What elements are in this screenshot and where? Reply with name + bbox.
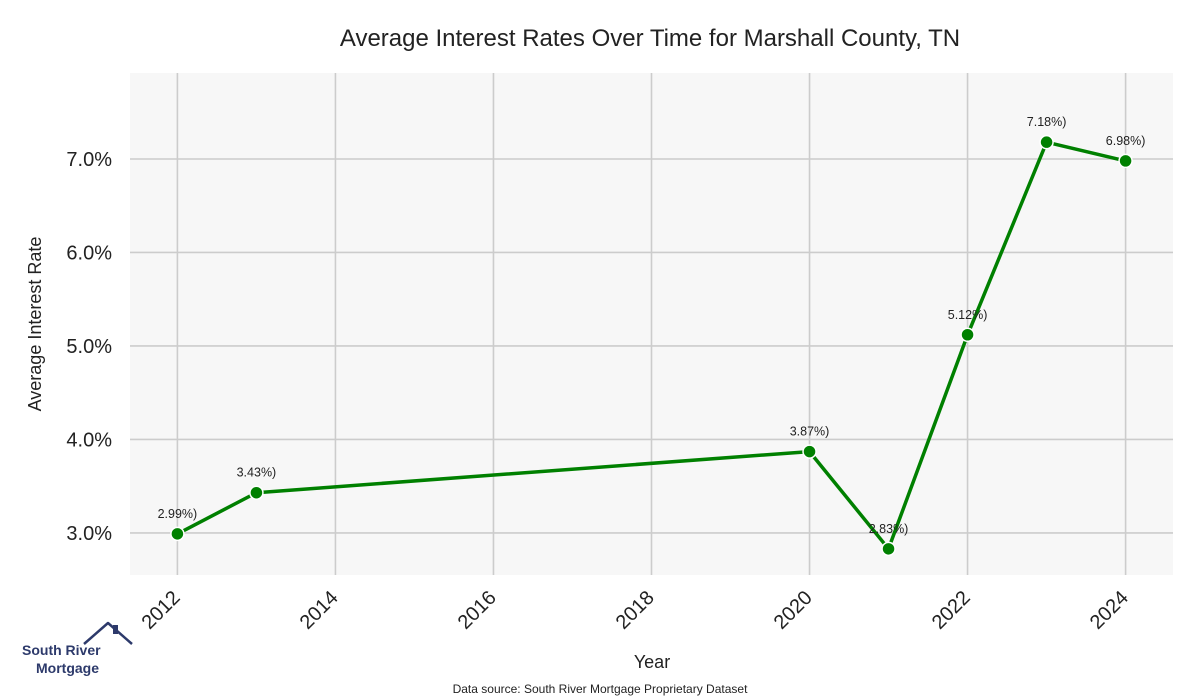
house-icon xyxy=(83,621,133,645)
data-source-note: Data source: South River Mortgage Propri… xyxy=(453,682,748,696)
y-tick-label: 4.0% xyxy=(66,429,112,451)
data-label: 6.98%) xyxy=(1106,134,1146,148)
data-point xyxy=(1118,153,1133,169)
data-point xyxy=(802,444,817,459)
x-tick-label: 2020 xyxy=(770,587,817,634)
x-tick-label: 2018 xyxy=(612,587,659,634)
x-tick-label: 2022 xyxy=(928,587,975,634)
x-tick-label: 2016 xyxy=(454,587,501,634)
data-label: 3.87%) xyxy=(790,425,830,439)
x-tick-label: 2012 xyxy=(138,587,185,634)
data-point xyxy=(1039,134,1054,150)
logo-text-line2: Mortgage xyxy=(36,660,99,676)
y-tick-labels: 3.0% 4.0% 5.0% 6.0% 7.0% xyxy=(66,149,112,545)
y-tick-label: 3.0% xyxy=(66,523,112,545)
y-tick-label: 5.0% xyxy=(66,336,112,358)
data-label: 2.83%) xyxy=(869,522,909,536)
data-label: 7.18%) xyxy=(1027,115,1067,129)
y-tick-label: 6.0% xyxy=(66,242,112,264)
data-label: 2.99%) xyxy=(158,507,198,521)
x-tick-label: 2014 xyxy=(296,587,343,634)
y-axis-label: Average Interest Rate xyxy=(25,237,45,412)
chart-title: Average Interest Rates Over Time for Mar… xyxy=(340,25,960,52)
x-axis-label: Year xyxy=(634,652,670,672)
data-points xyxy=(170,134,1133,557)
data-point xyxy=(249,485,264,500)
x-tick-labels: 2012 2014 2016 2018 2020 2022 2024 xyxy=(138,587,1133,634)
logo-text-line1: South River xyxy=(22,642,101,658)
data-point xyxy=(960,327,975,343)
data-point xyxy=(881,541,896,557)
data-point xyxy=(170,526,185,542)
y-tick-label: 7.0% xyxy=(66,149,112,171)
logo: South River Mortgage xyxy=(22,620,133,682)
data-labels: 2.99%) 3.43%) 3.87%) 2.83%) 5.12%) 7.18%) 6.98… xyxy=(158,115,1146,536)
x-gridlines xyxy=(176,73,1127,575)
data-label: 3.43%) xyxy=(237,466,277,480)
x-tick-label: 2024 xyxy=(1086,587,1133,634)
data-label: 5.12%) xyxy=(948,308,988,322)
